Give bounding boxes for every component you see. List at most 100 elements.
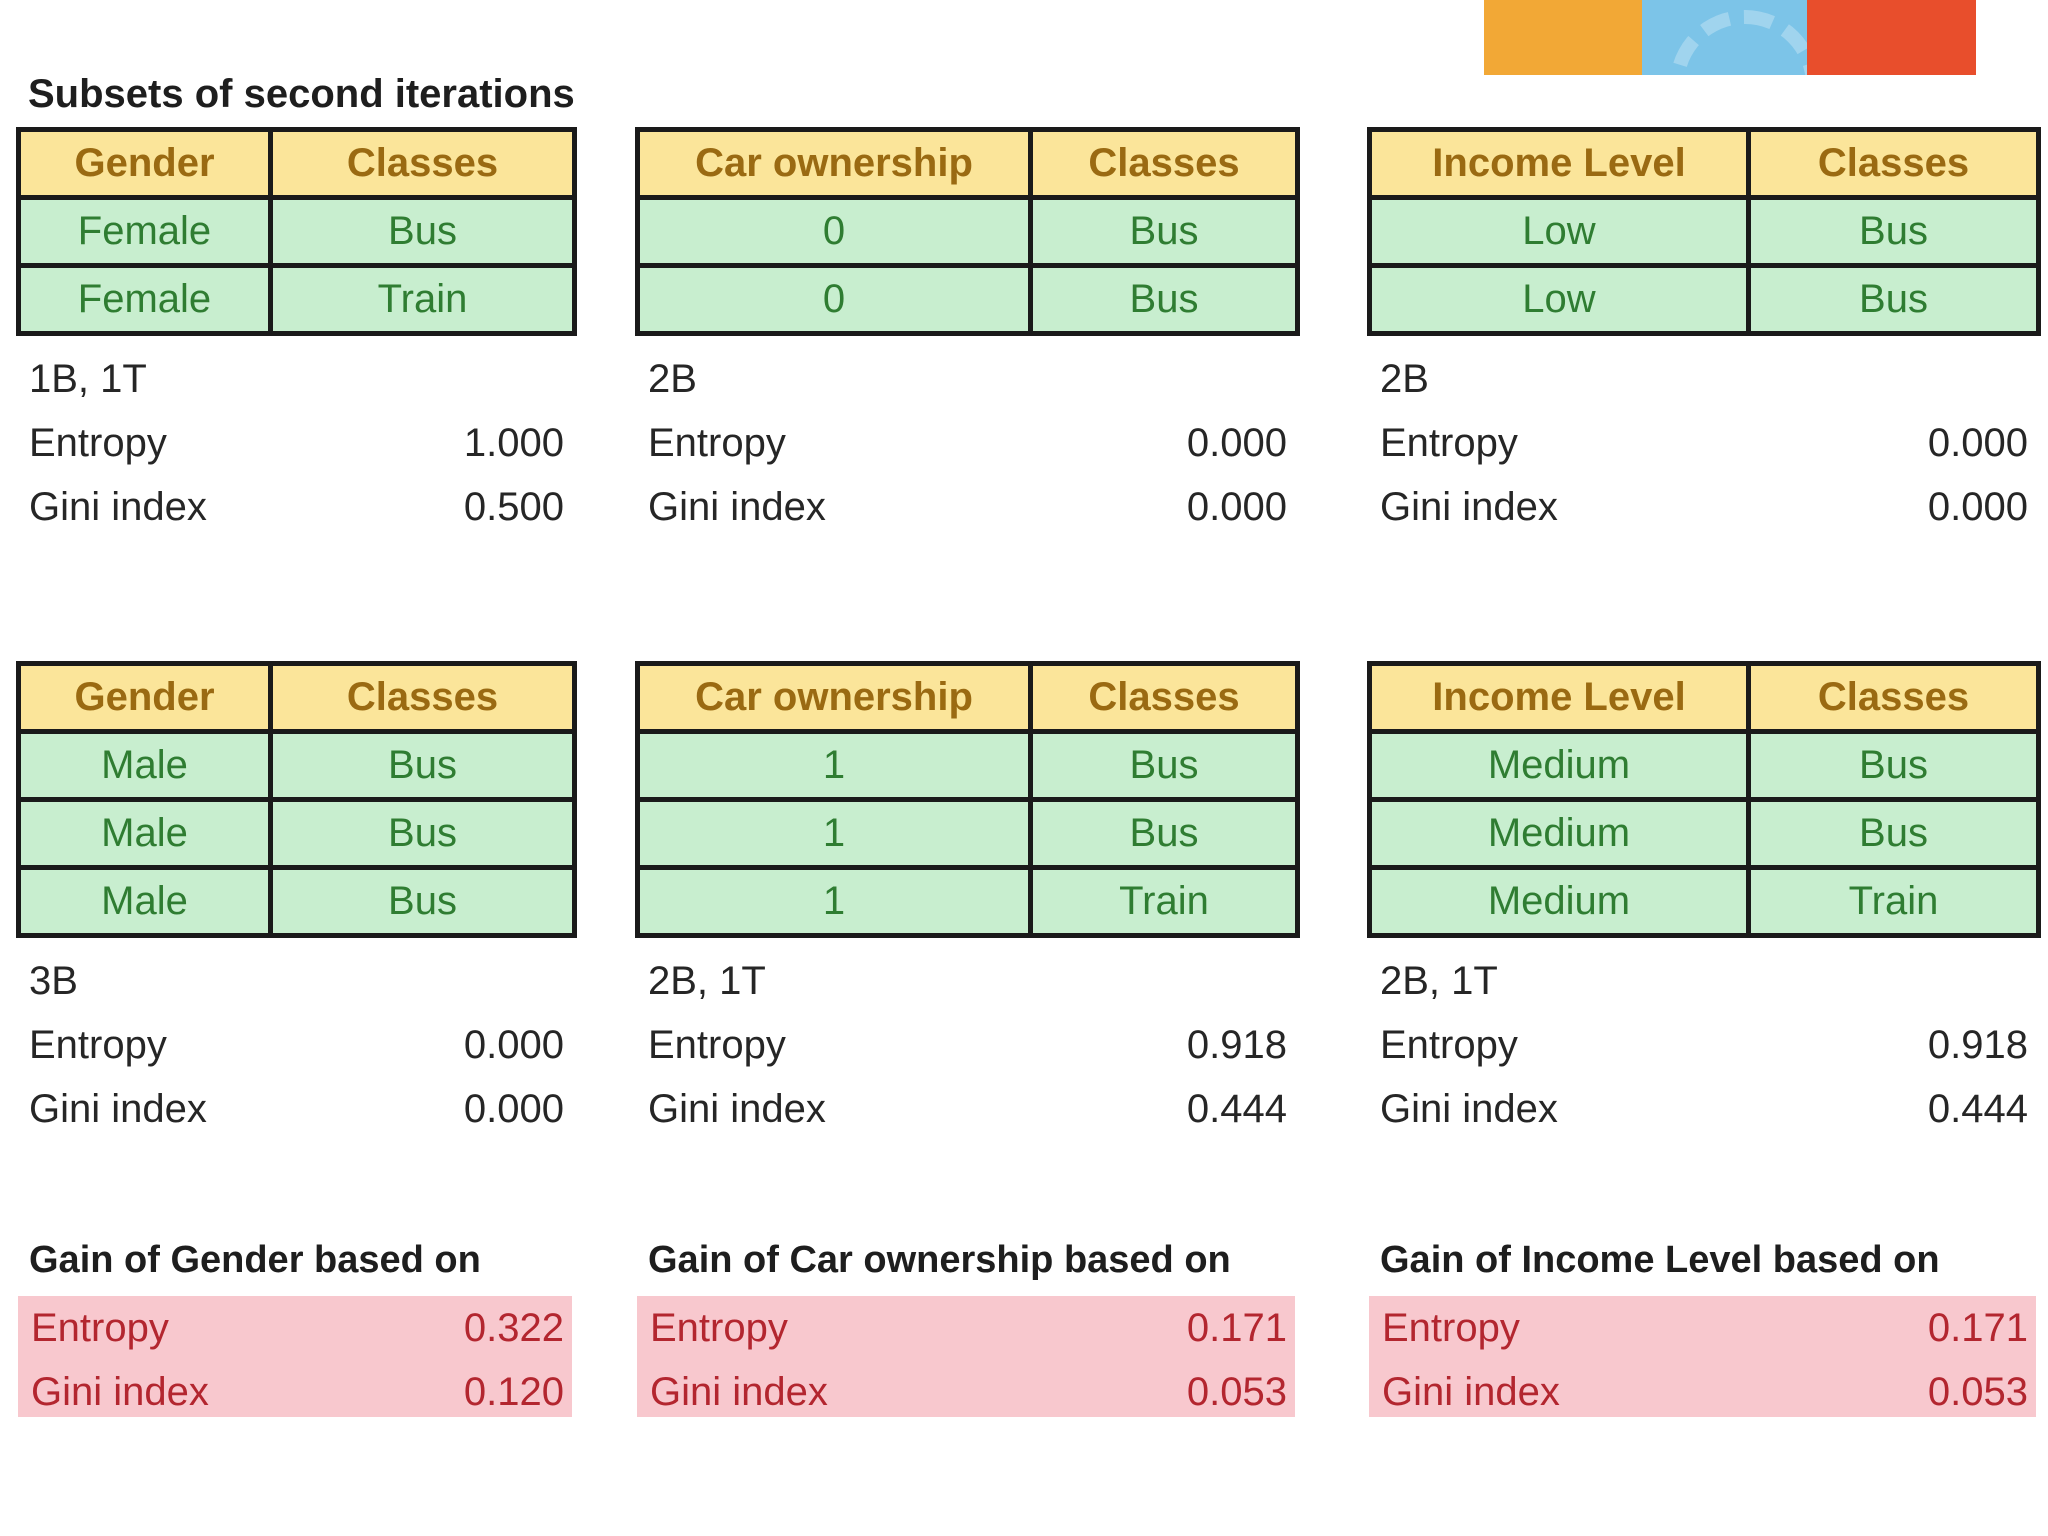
- class-count: 1B, 1T: [29, 356, 147, 401]
- gini-value: 0.000: [1927, 484, 2028, 529]
- table-cell: Train: [268, 263, 577, 336]
- table-cell: Medium: [1367, 797, 1751, 870]
- gain-gini-row: Gini index 0.053: [1369, 1360, 2036, 1424]
- entropy-label: Entropy: [648, 1022, 786, 1067]
- entropy-value: 0.918: [1186, 1022, 1287, 1067]
- gain-entropy-row: Entropy 0.171: [637, 1296, 1295, 1360]
- gini-label: Gini index: [1380, 484, 1558, 529]
- column-header: Classes: [1746, 127, 2041, 200]
- class-count-row: 1B, 1T: [16, 347, 572, 411]
- table-row: 1 Bus: [635, 729, 1300, 802]
- table-row: Low Bus: [1367, 195, 2041, 268]
- table-cell: 0: [635, 195, 1033, 268]
- entropy-value: 0.000: [463, 1022, 564, 1067]
- subset-income-low: Income Level Classes Low Bus Low Bus 2B …: [1367, 127, 2041, 529]
- gini-label: Gini index: [1380, 1086, 1558, 1131]
- table-cell: Male: [16, 797, 273, 870]
- table-cell: 1: [635, 797, 1033, 870]
- table-row: Male Bus: [16, 865, 577, 938]
- class-count-row: 2B: [635, 347, 1295, 411]
- subset-stats: 1B, 1T Entropy 1.000 Gini index 0.500: [16, 347, 572, 539]
- column-header: Income Level: [1367, 127, 1751, 200]
- entropy-row: Entropy 0.000: [635, 411, 1295, 475]
- brand-logo: [1484, 0, 1976, 75]
- table-row: Medium Bus: [1367, 729, 2041, 802]
- column-header: Car ownership: [635, 127, 1033, 200]
- entropy-row: Entropy 1.000: [16, 411, 572, 475]
- entropy-value: 0.918: [1927, 1022, 2028, 1067]
- table-header-row: Car ownership Classes: [635, 661, 1300, 734]
- gain-car-ownership-title: Gain of Car ownership based on: [648, 1239, 1231, 1281]
- gini-row: Gini index 0.000: [635, 475, 1295, 539]
- gain-income-level-box: Entropy 0.171 Gini index 0.053: [1369, 1296, 2036, 1417]
- table-cell: Male: [16, 865, 273, 938]
- table-cell: Bus: [1746, 729, 2041, 802]
- gini-row: Gini index 0.500: [16, 475, 572, 539]
- class-count: 2B, 1T: [648, 958, 766, 1003]
- entropy-value: 0.000: [1186, 420, 1287, 465]
- entropy-label: Entropy: [650, 1305, 788, 1350]
- gini-value: 0.444: [1186, 1086, 1287, 1131]
- subset-table: Car ownership Classes 0 Bus 0 Bus: [635, 127, 1300, 336]
- logo-red-segment: [1807, 0, 1976, 75]
- column-header: Classes: [268, 127, 577, 200]
- subset-car-ownership-1: Car ownership Classes 1 Bus 1 Bus 1 Trai…: [635, 661, 1300, 1131]
- gain-gini-row: Gini index 0.120: [18, 1360, 572, 1424]
- table-cell: Female: [16, 195, 273, 268]
- table-header-row: Income Level Classes: [1367, 661, 2041, 734]
- table-cell: Male: [16, 729, 273, 802]
- class-count-row: 2B, 1T: [635, 949, 1295, 1013]
- gain-entropy-value: 0.322: [463, 1305, 564, 1350]
- gini-value: 0.000: [1186, 484, 1287, 529]
- table-row: Female Bus: [16, 195, 577, 268]
- table-cell: Train: [1746, 865, 2041, 938]
- gini-row: Gini index 0.444: [1367, 1077, 2036, 1141]
- page-title: Subsets of second iterations: [28, 72, 575, 116]
- class-count: 2B: [1380, 356, 1429, 401]
- gini-value: 0.444: [1927, 1086, 2028, 1131]
- table-cell: Bus: [268, 195, 577, 268]
- table-cell: Train: [1028, 865, 1300, 938]
- table-cell: Bus: [1028, 797, 1300, 870]
- class-count-row: 2B: [1367, 347, 2036, 411]
- gain-gini-value: 0.053: [1186, 1369, 1287, 1414]
- gain-gini-value: 0.053: [1927, 1369, 2028, 1414]
- entropy-label: Entropy: [29, 420, 167, 465]
- entropy-value: 0.000: [1927, 420, 2028, 465]
- table-cell: 1: [635, 729, 1033, 802]
- logo-blue-segment: [1642, 0, 1820, 75]
- subset-table: Income Level Classes Medium Bus Medium B…: [1367, 661, 2041, 938]
- gini-label: Gini index: [648, 1086, 826, 1131]
- table-cell: 0: [635, 263, 1033, 336]
- gain-entropy-row: Entropy 0.171: [1369, 1296, 2036, 1360]
- gain-gender-title: Gain of Gender based on: [29, 1239, 481, 1281]
- entropy-row: Entropy 0.000: [16, 1013, 572, 1077]
- table-header-row: Gender Classes: [16, 661, 577, 734]
- entropy-row: Entropy 0.000: [1367, 411, 2036, 475]
- subset-car-ownership-0: Car ownership Classes 0 Bus 0 Bus 2B Ent…: [635, 127, 1300, 529]
- subset-income-medium: Income Level Classes Medium Bus Medium B…: [1367, 661, 2041, 1131]
- gain-car-ownership-box: Entropy 0.171 Gini index 0.053: [637, 1296, 1295, 1417]
- table-cell: 1: [635, 865, 1033, 938]
- table-header-row: Gender Classes: [16, 127, 577, 200]
- gain-income-level-title: Gain of Income Level based on: [1380, 1239, 1940, 1281]
- table-row: 1 Train: [635, 865, 1300, 938]
- table-row: Male Bus: [16, 729, 577, 802]
- subset-table: Gender Classes Male Bus Male Bus Male Bu…: [16, 661, 577, 938]
- column-header: Classes: [1028, 127, 1300, 200]
- table-cell: Bus: [1746, 797, 2041, 870]
- table-cell: Bus: [1746, 263, 2041, 336]
- entropy-label: Entropy: [29, 1022, 167, 1067]
- column-header: Gender: [16, 661, 273, 734]
- gini-row: Gini index 0.444: [635, 1077, 1295, 1141]
- column-header: Classes: [268, 661, 577, 734]
- table-cell: Bus: [1028, 263, 1300, 336]
- gini-row: Gini index 0.000: [16, 1077, 572, 1141]
- table-row: 1 Bus: [635, 797, 1300, 870]
- gain-gender-box: Entropy 0.322 Gini index 0.120: [18, 1296, 572, 1417]
- table-row: 0 Bus: [635, 263, 1300, 336]
- subset-gender-male: Gender Classes Male Bus Male Bus Male Bu…: [16, 661, 577, 1131]
- gini-value: 0.000: [463, 1086, 564, 1131]
- subset-table: Income Level Classes Low Bus Low Bus: [1367, 127, 2041, 336]
- table-cell: Low: [1367, 195, 1751, 268]
